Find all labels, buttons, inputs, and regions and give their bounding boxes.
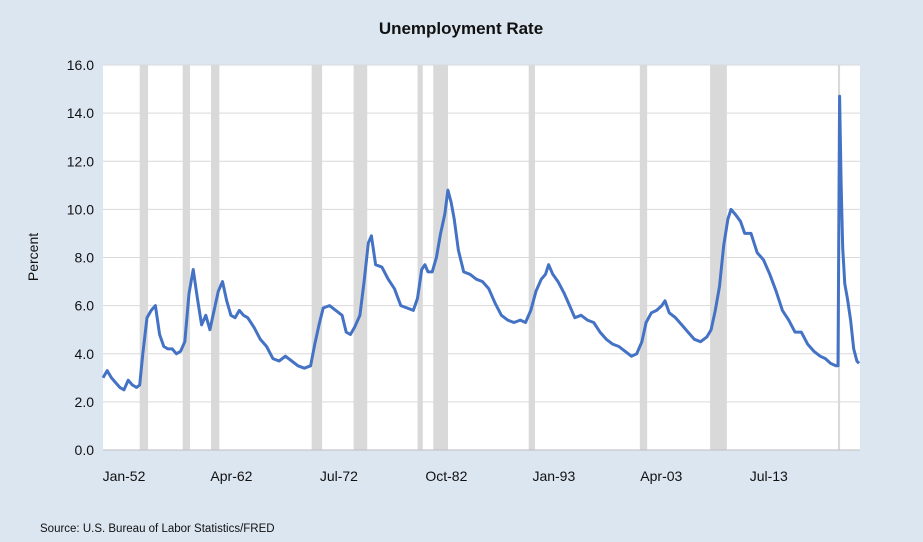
x-tick-label: Oct-82 bbox=[425, 468, 467, 484]
y-tick-label: 2.0 bbox=[75, 394, 95, 410]
x-axis-ticks: Jan-52 Apr-62 Jul-72 Oct-82 Jan-93 Apr-03 Jul-… bbox=[103, 468, 788, 484]
y-tick-label: 16.0 bbox=[67, 57, 94, 73]
x-tick-label: Jul-13 bbox=[750, 468, 788, 484]
y-tick-label: 10.0 bbox=[67, 201, 94, 217]
y-tick-label: 14.0 bbox=[67, 105, 94, 121]
source-note: Source: U.S. Bureau of Labor Statistics/… bbox=[40, 523, 275, 535]
chart-title: Unemployment Rate bbox=[379, 19, 543, 38]
x-tick-label: Apr-03 bbox=[640, 468, 682, 484]
y-tick-label: 6.0 bbox=[75, 298, 95, 314]
x-tick-label: Jan-52 bbox=[103, 468, 146, 484]
y-axis-ticks: 0.0 2.0 4.0 6.0 8.0 10.0 12.0 14.0 16.0 bbox=[67, 57, 94, 458]
y-tick-label: 12.0 bbox=[67, 153, 94, 169]
y-tick-label: 4.0 bbox=[75, 346, 95, 362]
x-tick-label: Jan-93 bbox=[532, 468, 575, 484]
x-tick-label: Apr-62 bbox=[210, 468, 252, 484]
x-tick-label: Jul-72 bbox=[320, 468, 358, 484]
series-line bbox=[101, 94, 861, 392]
y-tick-label: 0.0 bbox=[75, 442, 95, 458]
y-axis-label: Percent bbox=[25, 233, 41, 281]
y-tick-label: 8.0 bbox=[75, 250, 95, 266]
